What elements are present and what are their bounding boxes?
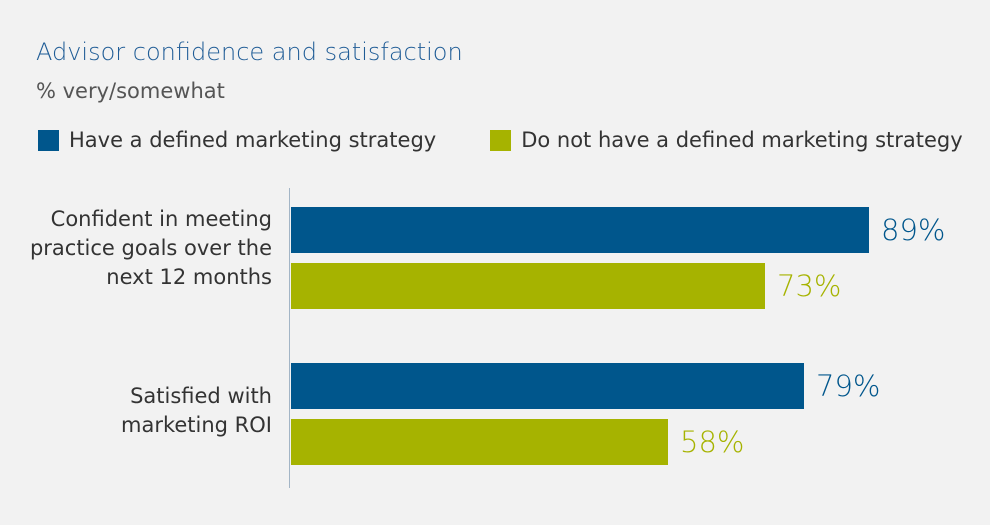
legend-label-no-defined-strategy: Do not have a defined marketing strategy: [521, 128, 963, 152]
value-label-confident-no-defined-strategy: 73%: [777, 269, 842, 303]
bar-confident-no-defined-strategy: [291, 263, 765, 309]
legend-swatch-no-defined-strategy: [490, 129, 512, 151]
bar-confident-defined-strategy: [291, 207, 869, 253]
category-label-line: Confident in meeting: [50, 207, 272, 231]
bar-satisfied-no-defined-strategy: [291, 419, 668, 465]
bar-satisfied-defined-strategy: [291, 363, 804, 409]
chart-title: Advisor confidence and satisfaction: [36, 38, 463, 66]
legend-label-defined-strategy: Have a defined marketing strategy: [69, 128, 437, 152]
category-axis-line: [289, 188, 290, 488]
legend-swatch-defined-strategy: [38, 129, 59, 151]
legend-item-no-defined-strategy: Do not have a defined marketing strategy: [490, 128, 963, 152]
category-label-line: practice goals over the: [29, 236, 272, 260]
category-label-line: next 12 months: [106, 265, 272, 289]
value-label-satisfied-defined-strategy: 79%: [816, 369, 881, 403]
category-label-confident: Confident in meeting practice goals over…: [30, 205, 272, 292]
chart-subtitle: % very/somewhat: [36, 79, 225, 103]
value-label-confident-defined-strategy: 89%: [881, 213, 946, 247]
category-label-satisfied: Satisfied with marketing ROI: [121, 382, 272, 440]
value-label-satisfied-no-defined-strategy: 58%: [680, 425, 745, 459]
legend: Have a defined marketing strategy Do not…: [38, 128, 963, 152]
category-label-line: Satisfied with: [130, 384, 272, 408]
category-label-line: marketing ROI: [121, 413, 272, 437]
legend-item-defined-strategy: Have a defined marketing strategy: [38, 128, 436, 152]
